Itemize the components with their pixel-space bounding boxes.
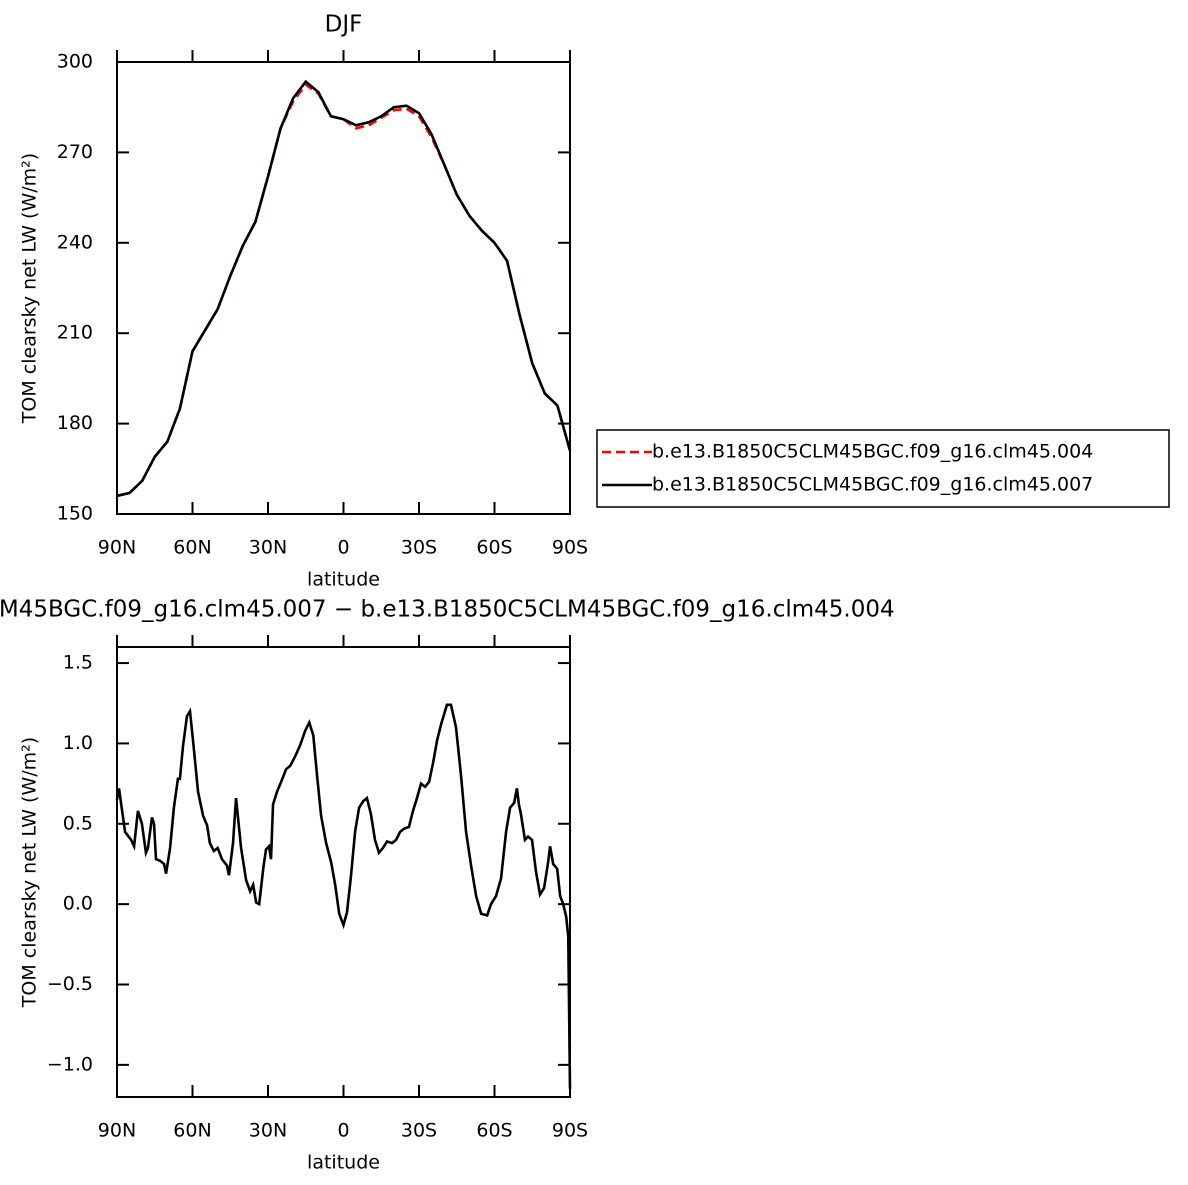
x-tick-label: 90N — [98, 537, 136, 559]
y-tick-label: 240 — [57, 231, 93, 253]
y-tick-label: −0.5 — [47, 973, 93, 995]
data-line — [116, 79, 572, 498]
y-axis-label: TOM clearsky net LW (W/m²) — [19, 737, 41, 1008]
y-tick-label: −1.0 — [47, 1053, 93, 1075]
data-line — [115, 703, 572, 1089]
x-tick-label: 60N — [173, 1120, 211, 1142]
x-tick-label: 0 — [337, 537, 349, 559]
axes-frame — [116, 646, 571, 1098]
x-axis-label: latitude — [307, 1152, 380, 1174]
y-tick-label: 210 — [57, 322, 93, 344]
chart-title: b.e13.B1850C5CLM45BGC.f09_g16.clm45.007 … — [0, 597, 895, 623]
axes-frame — [116, 61, 571, 515]
y-tick-label: 270 — [57, 141, 93, 163]
x-tick-label: 60S — [476, 537, 512, 559]
x-tick-label: 0 — [337, 1120, 349, 1142]
x-tick-label: 90S — [552, 537, 588, 559]
x-tick-label: 30S — [401, 537, 437, 559]
legend-box — [596, 429, 1170, 508]
y-tick-label: 180 — [57, 412, 93, 434]
x-tick-label: 30S — [401, 1120, 437, 1142]
x-tick-label: 60N — [173, 537, 211, 559]
chart-title: DJF — [325, 12, 363, 38]
y-tick-label: 0.5 — [63, 812, 93, 834]
data-line — [116, 82, 572, 498]
x-tick-label: 30N — [249, 1120, 287, 1142]
x-tick-label: 30N — [249, 537, 287, 559]
x-axis-label: latitude — [307, 569, 380, 591]
y-tick-label: 150 — [57, 503, 93, 525]
x-tick-label: 60S — [476, 1120, 512, 1142]
legend-label: b.e13.B1850C5CLM45BGC.f09_g16.clm45.004 — [652, 441, 1093, 463]
x-tick-label: 90N — [98, 1120, 136, 1142]
y-tick-label: 0.0 — [63, 893, 93, 915]
y-tick-label: 1.0 — [63, 732, 93, 754]
x-tick-label: 90S — [552, 1120, 588, 1142]
y-axis-label: TOM clearsky net LW (W/m²) — [19, 153, 41, 424]
y-tick-label: 1.5 — [63, 652, 93, 674]
y-tick-label: 300 — [57, 51, 93, 73]
legend-label: b.e13.B1850C5CLM45BGC.f09_g16.clm45.007 — [652, 474, 1093, 496]
